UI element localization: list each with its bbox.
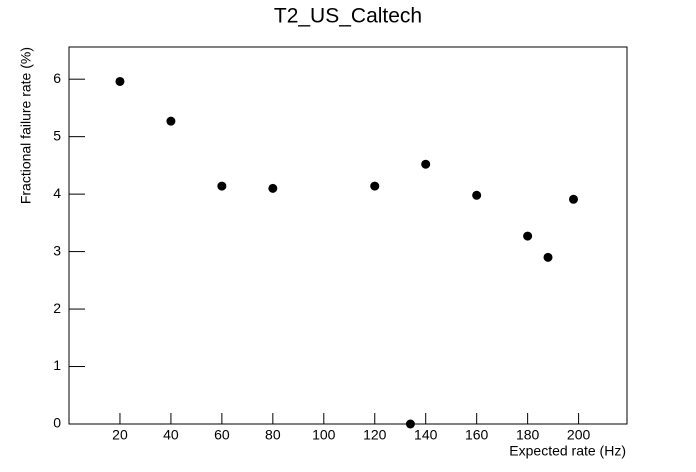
x-tick-label: 120 [363,427,387,443]
x-tick-label: 60 [214,427,230,443]
x-axis-label: Expected rate (Hz) [509,443,626,459]
x-tick-label: 180 [516,427,540,443]
y-tick-label: 4 [53,185,61,201]
point [405,419,415,429]
x-tick-label: 100 [312,427,336,443]
point [370,181,380,191]
point [115,76,125,86]
x-tick-label: 20 [112,427,128,443]
x-tick-label: 160 [465,427,489,443]
y-tick-label: 6 [53,70,61,86]
point [421,159,431,169]
point [568,194,578,204]
y-tick-label: 3 [53,242,61,258]
y-tick-label: 2 [53,300,61,316]
point [523,231,533,241]
y-axis-label: Fractional failure rate (%) [18,47,34,204]
x-tick-label: 80 [265,427,281,443]
x-tick-label: 40 [163,427,179,443]
point [472,190,482,200]
y-tick-label: 1 [53,357,61,373]
plot-frame [68,46,628,425]
point [543,252,553,262]
point [217,181,227,191]
x-tick-label: 200 [567,427,591,443]
point [166,116,176,126]
y-tick-label: 0 [53,415,61,431]
y-tick-label: 5 [53,127,61,143]
chart-title: T2_US_Caltech [274,5,422,28]
x-tick-label: 140 [414,427,438,443]
point [268,183,278,193]
